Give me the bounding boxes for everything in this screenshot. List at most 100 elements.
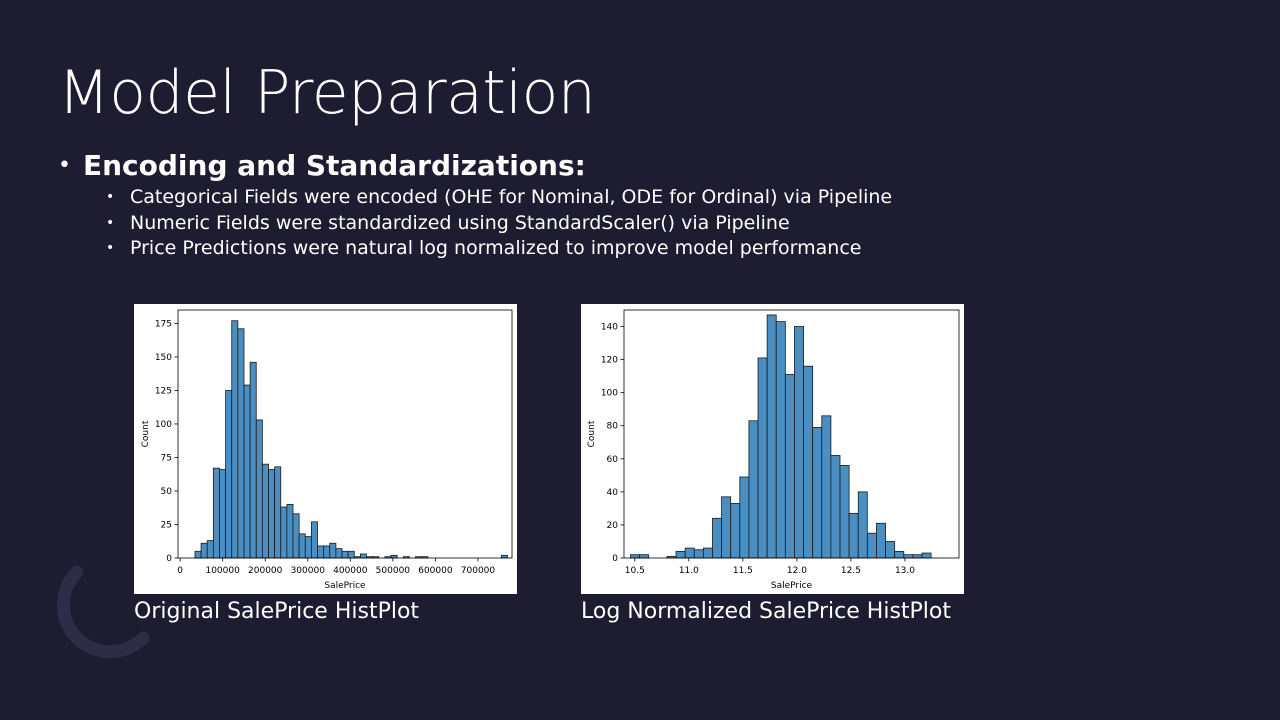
histogram-bar	[390, 554, 398, 559]
main-bullet: • Encoding and Standardizations:	[58, 150, 586, 182]
histogram-bar	[249, 361, 257, 559]
y-tick-label: 175	[155, 319, 172, 329]
histogram-bar	[500, 554, 508, 559]
histogram-bar	[225, 390, 233, 559]
histogram-bar	[335, 548, 343, 559]
x-tick-label: 400000	[333, 566, 368, 576]
decorative-arc-icon	[56, 565, 150, 659]
x-tick-label: 11.0	[679, 566, 699, 576]
x-tick-label: 11.5	[733, 566, 753, 576]
x-tick-label: 100000	[205, 566, 240, 576]
histogram-bar	[329, 542, 337, 559]
y-tick-label: 60	[607, 455, 619, 465]
histogram-bar	[298, 533, 306, 559]
histogram-bar	[206, 540, 214, 559]
histogram-bar	[748, 420, 759, 559]
histogram-bar	[848, 512, 859, 559]
histogram-bar	[693, 549, 704, 559]
histogram-bar	[675, 550, 686, 559]
sub-bullet: • Numeric Fields were standardized using …	[106, 211, 892, 237]
bullet-dot-icon: •	[58, 153, 71, 178]
x-tick-label: 12.0	[787, 566, 807, 576]
x-tick-label: 200000	[248, 566, 283, 576]
histogram-bar	[803, 365, 814, 559]
x-tick-label: 0	[177, 566, 183, 576]
histogram-bar	[341, 550, 349, 559]
histogram-bar	[857, 491, 868, 559]
histogram-bar	[630, 554, 640, 559]
histogram-bar	[323, 545, 331, 559]
histogram-bar	[702, 547, 713, 559]
histogram-bar	[212, 467, 220, 559]
x-tick-label: 300000	[291, 566, 326, 576]
histogram-bar	[821, 415, 832, 559]
x-tick-label: 12.5	[841, 566, 861, 576]
histogram-bar	[310, 521, 318, 559]
histogram-bar	[255, 419, 263, 559]
histogram-bar	[876, 522, 886, 559]
histogram-bar	[721, 496, 732, 559]
y-tick-label: 120	[601, 356, 618, 366]
y-tick-label: 75	[161, 453, 172, 463]
histogram-bar	[360, 553, 367, 559]
sub-bullet-text: Numeric Fields were standardized using S…	[130, 211, 790, 234]
original-saleprice-histogram: 0 100000 200000 300000 400000 500000 600000 700…	[134, 304, 517, 594]
histogram-bar	[304, 536, 312, 559]
histogram-bar	[268, 469, 276, 559]
y-tick-label: 40	[607, 488, 619, 498]
histogram-bar	[739, 476, 750, 559]
histogram-bar	[261, 463, 269, 559]
histogram-bar	[794, 326, 804, 559]
bullet-dot-icon: •	[106, 240, 115, 256]
x-tick-label: 500000	[376, 566, 411, 576]
y-tick-label: 140	[601, 323, 618, 333]
caption-original: Original SalePrice HistPlot	[134, 599, 420, 624]
sub-bullet-list: • Categorical Fields were encoded (OHE fo…	[106, 185, 892, 262]
y-tick-label: 50	[161, 487, 173, 497]
histogram-svg: 0 100000 200000 300000 400000 500000 600000 700…	[141, 309, 513, 591]
histogram-bar	[839, 465, 850, 559]
y-tick-label: 150	[155, 353, 172, 363]
x-tick-label: 10.5	[625, 566, 645, 576]
y-tick-label: 20	[607, 521, 619, 531]
histogram-svg: 10.5 11.0 11.5 12.0 12.5 13.0 0 20 40 60 80 100 120 1…	[587, 309, 960, 591]
y-tick-label: 0	[166, 554, 172, 564]
histogram-bar	[894, 550, 905, 559]
histogram-bar	[286, 503, 294, 559]
histogram-bar	[684, 547, 695, 559]
histogram-bar	[317, 545, 325, 559]
caption-log: Log Normalized SalePrice HistPlot	[581, 599, 952, 624]
bullet-dot-icon: •	[106, 189, 115, 205]
slide-title: Model Preparation	[58, 58, 596, 128]
histogram-bar	[274, 466, 282, 559]
histogram-bar	[292, 513, 300, 559]
histogram-bar	[775, 321, 786, 559]
y-axis-label: Count	[141, 420, 151, 447]
histogram-bar	[280, 506, 288, 559]
sub-bullet: • Categorical Fields were encoded (OHE fo…	[106, 185, 892, 211]
x-tick-label: 13.0	[895, 566, 915, 576]
main-bullet-text: Encoding and Standardizations:	[82, 149, 586, 182]
histogram-bar	[784, 374, 795, 559]
plot-frame	[177, 309, 513, 559]
histogram-bar	[639, 554, 650, 559]
histogram-bar	[866, 532, 877, 559]
y-tick-label: 80	[607, 422, 619, 432]
histogram-bar	[347, 550, 355, 559]
histogram-bar	[885, 541, 896, 559]
y-tick-label: 0	[612, 554, 618, 564]
histogram-bar	[757, 357, 768, 559]
histogram-bar	[712, 517, 722, 559]
y-tick-label: 125	[155, 386, 172, 396]
histogram-bar	[730, 503, 741, 559]
histogram-bar	[912, 554, 923, 559]
x-axis-label: SalePrice	[771, 581, 813, 591]
x-tick-label: 700000	[461, 566, 496, 576]
y-tick-label: 25	[161, 520, 172, 530]
histogram-bar	[237, 328, 245, 559]
histogram-bar	[219, 469, 227, 559]
histogram-bar	[243, 384, 251, 559]
log-saleprice-histogram: 10.5 11.0 11.5 12.0 12.5 13.0 0 20 40 60 80 100 120 1…	[581, 304, 964, 594]
y-axis-label: Count	[587, 420, 597, 447]
y-tick-label: 100	[601, 389, 618, 399]
